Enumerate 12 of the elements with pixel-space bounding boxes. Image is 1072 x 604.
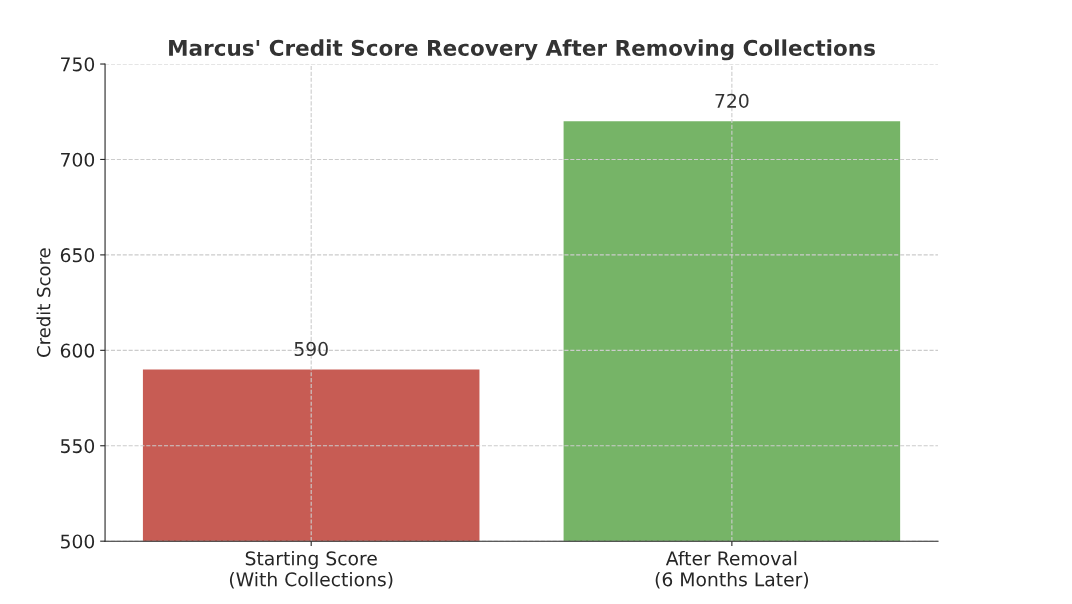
data-label: 720 <box>715 93 749 108</box>
y-tick-label: 600 <box>60 343 95 358</box>
y-tick-label: 500 <box>60 534 95 549</box>
x-tick-label: Starting Score (With Collections) <box>229 550 393 589</box>
x-tick-label: After Removal (6 Months Later) <box>655 550 809 589</box>
y-axis-title: Credit Score <box>36 248 51 357</box>
y-tick-label: 750 <box>61 57 95 72</box>
data-label: 590 <box>294 341 328 357</box>
y-tick-label: 550 <box>60 438 95 454</box>
chart-title: Marcus' Credit Score Recovery After Removing Collections <box>169 39 875 61</box>
y-tick-label: 700 <box>61 152 95 167</box>
y-tick-label: 650 <box>60 248 95 263</box>
